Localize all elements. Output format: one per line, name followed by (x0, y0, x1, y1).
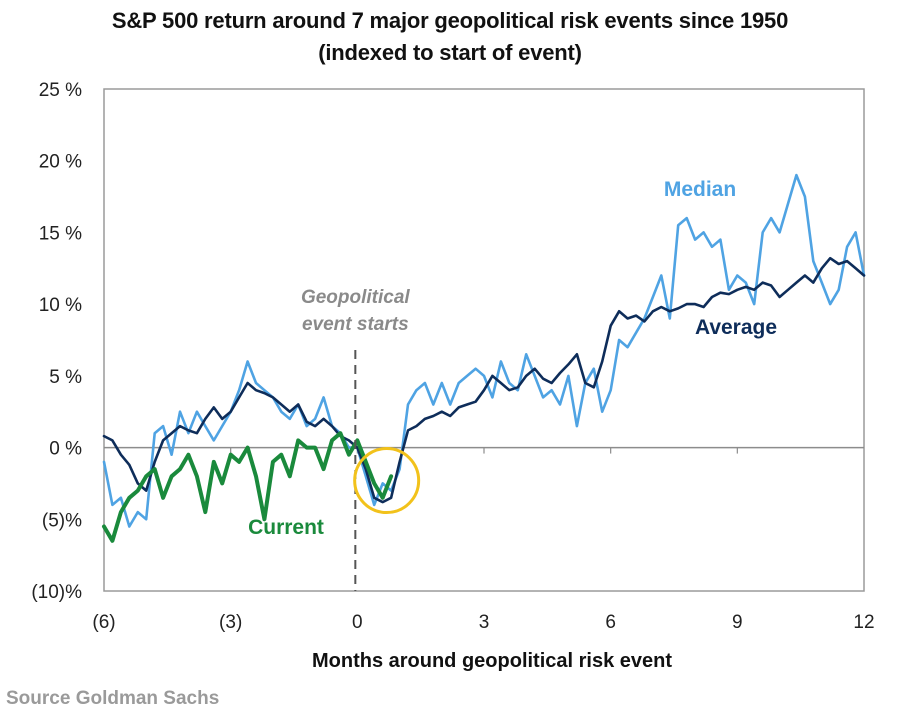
y-tick-label: 5 % (49, 367, 82, 388)
x-tick-label: (6) (92, 612, 115, 633)
series-label-current: Current (248, 516, 324, 539)
x-axis-label: Months around geopolitical risk event (312, 650, 672, 672)
x-tick-label: 6 (605, 612, 616, 633)
event-label-line2: event starts (302, 314, 409, 335)
source-note: Source Goldman Sachs (6, 688, 220, 709)
x-tick-label: 3 (479, 612, 490, 633)
highlight-circle (353, 447, 421, 515)
x-tick-label: 12 (853, 612, 874, 633)
series-label-average: Average (695, 316, 777, 339)
series-group (102, 173, 866, 543)
plot-frame (103, 88, 865, 592)
x-tick-label: (3) (219, 612, 242, 633)
y-tick-label: 0 % (49, 439, 82, 460)
y-tick-label: 10 % (39, 295, 82, 316)
event-label-line1: Geopolitical (301, 287, 410, 308)
series-label-median: Median (664, 178, 736, 201)
y-tick-label: 20 % (39, 152, 82, 173)
y-tick-label: 25 % (39, 80, 82, 101)
y-tick-label: 15 % (39, 223, 82, 244)
x-tick-label: 0 (352, 612, 363, 633)
y-tick-label: (5)% (42, 510, 82, 531)
annotations: Geopolitical event starts Average Median Cur… (248, 178, 777, 591)
chart-subtitle: (indexed to start of event) (318, 40, 582, 65)
x-tick-label: 9 (732, 612, 743, 633)
series-line-average (102, 256, 866, 504)
axes: 25 % 20 % 15 % 10 % 5 % 0 % (5)% (10)% (6) (3) 0 3 6… (31, 80, 874, 672)
y-tick-label: (10)% (31, 582, 82, 603)
series-line-current (102, 431, 394, 543)
chart-title: S&P 500 return around 7 major geopolitic… (111, 8, 789, 33)
